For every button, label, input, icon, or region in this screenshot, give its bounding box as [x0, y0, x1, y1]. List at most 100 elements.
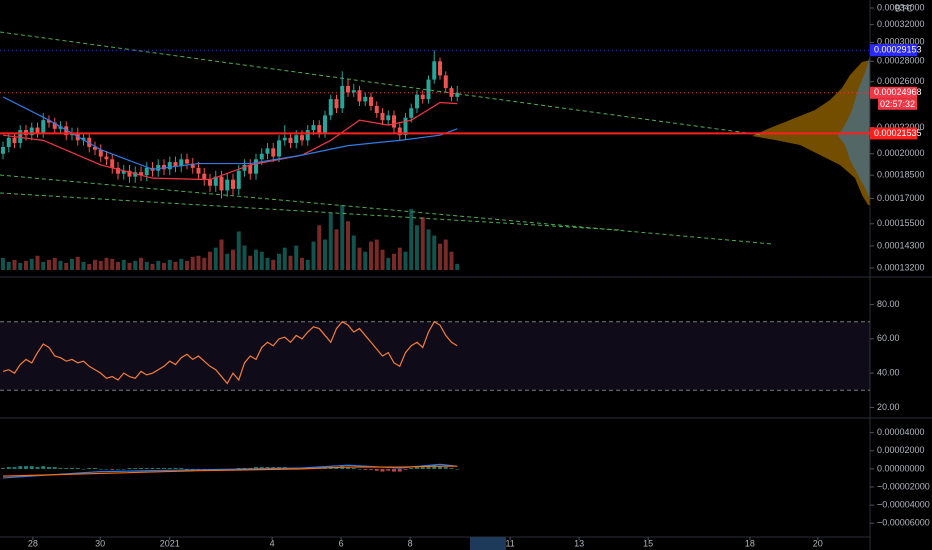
candle-body: [317, 125, 322, 133]
macd-histogram-bar: [35, 467, 40, 469]
candle-body: [225, 179, 230, 191]
volume-bar: [110, 258, 115, 270]
volume-bar: [340, 205, 345, 270]
candle-body: [173, 162, 178, 167]
macd-histogram-bar: [167, 467, 172, 469]
candle-body: [357, 90, 362, 102]
candle-body: [202, 173, 207, 180]
y-tick-label: 60.00: [877, 333, 900, 343]
volume-bar: [190, 256, 195, 270]
trend-line: [0, 31, 763, 136]
volume-bar: [311, 241, 316, 270]
volume-bar: [156, 260, 161, 270]
y-tick-label: −0.00002000: [877, 481, 930, 491]
macd-histogram-bar: [64, 467, 69, 469]
volume-bar: [357, 247, 362, 270]
volume-bar: [6, 261, 11, 270]
candle-body: [133, 172, 138, 177]
volume-bar: [58, 260, 63, 270]
volume-bar: [75, 256, 80, 270]
volume-bar: [282, 247, 287, 270]
volume-bar: [277, 253, 281, 270]
candle-body: [300, 135, 304, 141]
candle-body: [190, 163, 195, 168]
y-tick-label: 0.00002000: [877, 445, 925, 455]
candle-body: [121, 170, 126, 174]
volume-bar: [185, 260, 189, 270]
candle-body: [47, 120, 51, 123]
candle-body: [305, 130, 310, 141]
volume-bar: [380, 249, 385, 270]
volume-bar: [150, 263, 155, 270]
candle-body: [81, 137, 86, 141]
candle-body: [455, 92, 460, 97]
high-label-box: [870, 44, 917, 57]
y-tick-label: 0.00004000: [877, 427, 925, 437]
candle-body: [265, 148, 270, 154]
macd-histogram-bar: [254, 467, 258, 469]
candle-body: [409, 108, 414, 118]
macd-histogram-bar: [363, 468, 368, 470]
candle-body: [1, 146, 5, 154]
macd-histogram-bar: [386, 468, 391, 471]
candle-body: [374, 105, 379, 113]
y-tick-label: 0.00026000: [877, 76, 925, 86]
x-tick-label: 18: [745, 538, 755, 548]
volume-bar: [305, 259, 310, 270]
volume-bar: [133, 260, 138, 270]
candle-body: [392, 115, 396, 128]
candle-body: [208, 179, 212, 186]
volume-bar: [294, 245, 299, 270]
macd-histogram-bar: [357, 468, 362, 470]
volume-bar: [29, 258, 34, 270]
macd-histogram-bar: [144, 467, 149, 469]
rsi-band-fill: [0, 321, 870, 391]
macd-histogram-bar: [70, 467, 74, 469]
last-price-label: 0.00024968: [874, 87, 922, 97]
macd-histogram-bar: [18, 466, 23, 469]
volume-bar: [127, 262, 132, 270]
macd-histogram-bar: [116, 468, 120, 470]
volume-bar: [18, 262, 23, 270]
y-tick-label: 0.00018500: [877, 170, 925, 180]
macd-histogram-bar: [415, 467, 419, 469]
candle-body: [29, 127, 34, 136]
candle-body: [93, 146, 97, 150]
macd-histogram-bar: [156, 467, 161, 469]
x-tick-label: 15: [643, 538, 653, 548]
x-tick-label: 13: [574, 538, 584, 548]
macd-histogram-bar: [403, 468, 408, 470]
candle-body: [328, 99, 333, 116]
y-tick-label: 40.00: [877, 368, 900, 378]
macd-histogram-bar: [190, 468, 195, 470]
macd-histogram-bar: [12, 467, 17, 469]
candle-body: [18, 130, 23, 143]
x-tick-label: 8: [408, 538, 413, 548]
candle-body: [58, 126, 63, 129]
macd-histogram-bar: [369, 468, 373, 470]
y-tick-label: 0.00034000: [877, 2, 925, 12]
volume-bar: [438, 243, 442, 270]
volume-bar: [70, 258, 74, 270]
y-tick-label: 0.00032000: [877, 19, 925, 29]
macd-histogram-bar: [409, 467, 414, 469]
volume-bar: [116, 261, 120, 270]
candle-body: [185, 159, 189, 164]
macd-histogram-bar: [47, 467, 51, 469]
volume-bar: [334, 229, 339, 270]
volume-bar: [254, 249, 258, 270]
x-tick-label: 30: [95, 538, 105, 548]
macd-histogram-bar: [58, 467, 63, 469]
y-tick-label: 0.00013200: [877, 262, 925, 272]
macd-histogram-bar: [29, 466, 34, 469]
macd-line: [2, 463, 458, 479]
volume-bar: [167, 259, 172, 270]
candle-body: [104, 156, 109, 160]
volume-bar: [397, 247, 402, 270]
level-label: 0.00021535: [874, 128, 922, 138]
volume-bar: [415, 225, 419, 270]
macd-histogram-bar: [374, 468, 379, 471]
y-tick-label: −0.00006000: [877, 518, 930, 528]
volume-bar: [420, 217, 425, 270]
candle-body: [213, 176, 218, 186]
